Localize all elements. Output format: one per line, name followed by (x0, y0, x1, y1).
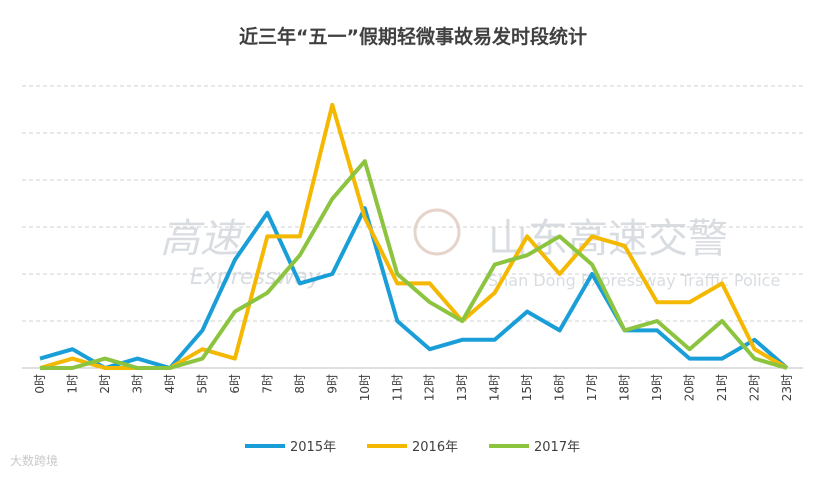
watermark-police-sub: Shan Dong Expressway Traffic Police (488, 271, 780, 290)
x-tick-label: 0时 (33, 374, 47, 394)
x-tick-label: 5时 (195, 374, 209, 394)
series-lines (39, 102, 789, 370)
x-tick-label: 16时 (553, 374, 567, 401)
x-tick-label: 1时 (65, 374, 79, 394)
corner-watermark: 大数跨境 (10, 454, 59, 468)
watermark-brand-main: 高速 (160, 216, 246, 262)
x-tick-label: 6时 (228, 374, 242, 394)
x-tick-label: 3时 (130, 374, 144, 394)
legend-label-2: 2016年 (412, 440, 458, 455)
x-tick-label: 9时 (325, 374, 339, 394)
chart-title: 近三年“五一”假期轻微事故易发时段统计 (239, 26, 587, 48)
x-tick-label: 4时 (163, 374, 177, 394)
legend: 2015年 2016年 2017年 (245, 440, 580, 455)
police-badge-icon (413, 208, 461, 256)
x-tick-label: 22时 (748, 374, 762, 401)
x-tick-label: 19时 (650, 374, 664, 401)
legend-label-1: 2015年 (290, 440, 336, 455)
x-tick-label: 10时 (358, 374, 372, 401)
x-tick-label: 17时 (585, 374, 599, 401)
x-tick-label: 14时 (488, 374, 502, 401)
x-tick-label: 15时 (520, 374, 534, 401)
x-tick-label: 20时 (683, 374, 697, 401)
series-line-3 (40, 159, 788, 370)
x-tick-label: 11时 (390, 374, 404, 401)
x-tick-label: 18时 (618, 374, 632, 401)
x-tick-label: 13时 (455, 374, 469, 401)
x-tick-label: 12时 (423, 374, 437, 401)
x-tick-label: 23时 (780, 374, 794, 401)
legend-label-3: 2017年 (534, 440, 580, 455)
x-tick-label: 2时 (98, 374, 112, 394)
watermark-layer: 高速 Expressway 山东高速交警 Shan Dong Expresswa… (160, 208, 780, 290)
x-axis-ticks: 0时 1时 2时 3时 4时 5时 6时 7时 8时 9时 10时 11时 12时 13时 14时 15时 16… (33, 374, 794, 401)
x-tick-label: 8时 (293, 374, 307, 394)
x-tick-label: 21时 (715, 374, 729, 401)
x-tick-label: 7时 (260, 374, 274, 394)
